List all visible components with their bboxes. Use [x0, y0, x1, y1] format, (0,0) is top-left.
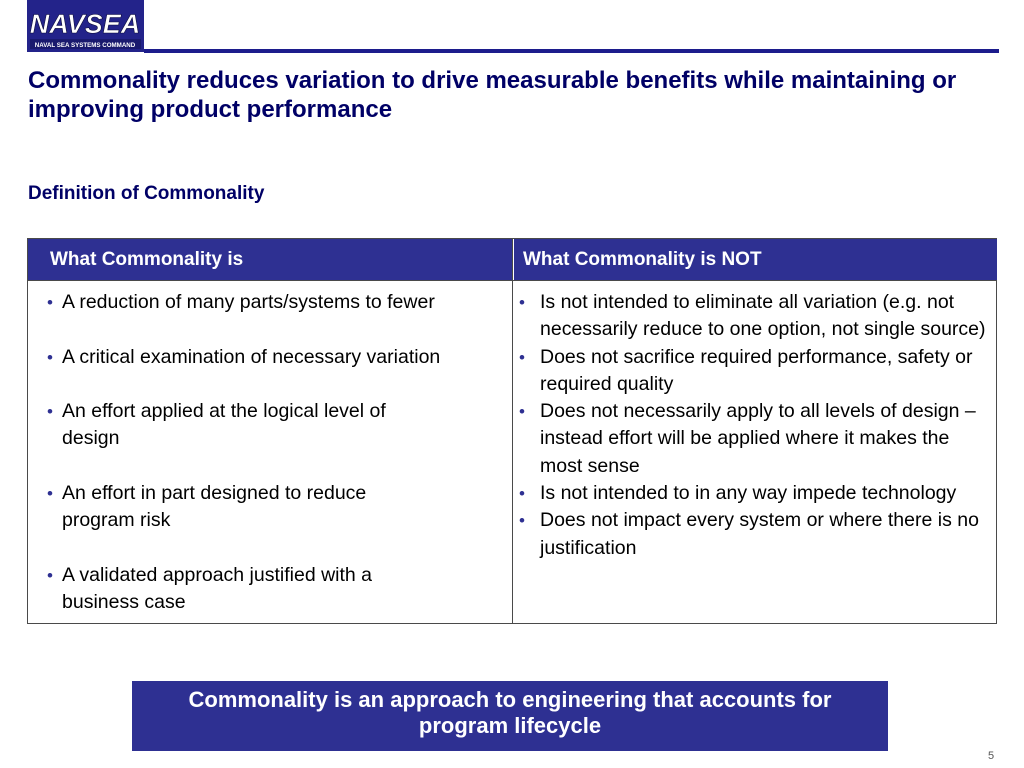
is-item-text: An effort applied at the logical level o…: [62, 400, 386, 450]
is-item-text: A reduction of many parts/systems to few…: [62, 291, 435, 313]
is-not-item-text: Does not sacrifice required performance,…: [540, 345, 973, 395]
bullet-icon: •: [47, 402, 53, 422]
is-not-list-item: • Does not impact every system or where t…: [519, 507, 989, 562]
is-not-item-text: Is not intended to in any way impede tec…: [540, 482, 957, 505]
bullet-icon: •: [47, 565, 53, 585]
is-not-list-item: • Does not sacrifice required performance…: [519, 344, 989, 399]
is-list: • A reduction of many parts/systems to fe…: [47, 289, 511, 617]
is-item-text: A validated approach justified with a bu…: [62, 563, 373, 614]
bullet-icon: •: [519, 402, 525, 422]
is-not-list-item: • Does not necessarily apply to all level…: [519, 398, 989, 480]
is-list-item: • An effort applied at the logical level …: [47, 398, 511, 453]
is-not-item-text: Does not impact every system or where th…: [540, 509, 979, 559]
is-not-item-text: Does not necessarily apply to all levels…: [540, 400, 976, 477]
is-not-list: • Is not intended to eliminate all variat…: [519, 289, 989, 562]
is-item-text: An effort in part designed to reduce pro…: [62, 482, 367, 532]
definition-table: What Commonality is What Commonality is …: [27, 238, 997, 624]
bullet-icon: •: [519, 347, 525, 367]
column-header-is-not: What Commonality is NOT: [513, 239, 997, 280]
is-not-list-item: • Is not intended to eliminate all variat…: [519, 289, 989, 344]
is-list-item: • A reduction of many parts/systems to fe…: [47, 289, 511, 316]
column-divider: [512, 239, 513, 623]
is-list-item: • An effort in part designed to reduce pr…: [47, 480, 511, 535]
bullet-icon: •: [519, 293, 525, 312]
is-not-list-item: • Is not intended to in any way impede te…: [519, 480, 989, 507]
bullet-icon: •: [519, 511, 525, 531]
header-rule: [144, 49, 999, 53]
bullet-icon: •: [47, 293, 53, 312]
section-heading: Definition of Commonality: [28, 183, 265, 204]
logo-subtext: NAVAL SEA SYSTEMS COMMAND: [35, 42, 136, 49]
is-list-item: • A validated approach justified with a b…: [47, 562, 511, 617]
summary-callout: Commonality is an approach to engineerin…: [132, 681, 888, 751]
is-item-text: A critical examination of necessary vari…: [62, 345, 441, 368]
page-number: 5: [988, 750, 995, 762]
is-not-item-text: Is not intended to eliminate all variati…: [540, 291, 986, 341]
bullet-icon: •: [47, 484, 53, 504]
page-title: Commonality reduces variation to drive m…: [28, 67, 957, 123]
is-list-item: • A critical examination of necessary var…: [47, 344, 511, 371]
navsea-logo: NAVSEA NAVAL SEA SYSTEMS COMMAND: [27, 0, 144, 52]
navsea-logo-graphic: NAVSEA NAVAL SEA SYSTEMS COMMAND: [27, 0, 144, 52]
logo-wordmark: NAVSEA: [30, 9, 141, 39]
callout-text: Commonality is an approach to engineerin…: [188, 687, 832, 738]
bullet-icon: •: [47, 347, 53, 367]
column-header-is: What Commonality is: [28, 239, 513, 280]
bullet-icon: •: [519, 484, 525, 504]
